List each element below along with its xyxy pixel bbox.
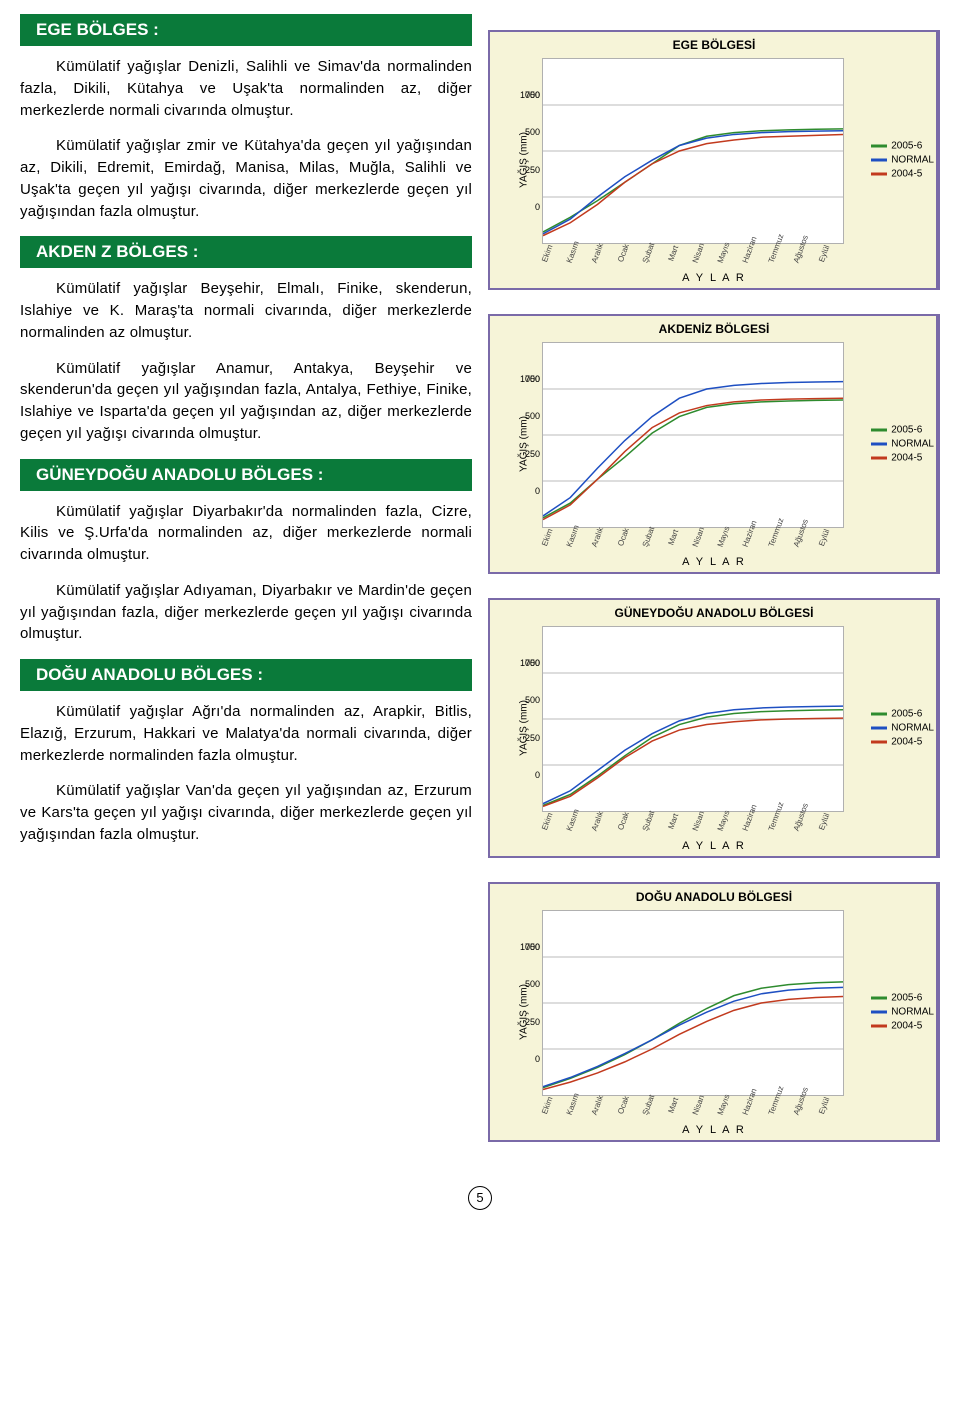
plot-area [542,342,844,528]
chart-dogu: DOĞU ANADOLU BÖLGESİYAĞIŞ (mm)A Y L A R0… [488,882,940,1142]
x-axis-label: A Y L A R [682,840,746,852]
legend-item: 2004-5 [871,1021,934,1032]
page-number: 5 [0,1186,960,1210]
plot-area [542,58,844,244]
section-heading-ege: EGE BÖLGES : [20,14,472,46]
paragraph: Kümülatif yağışlar Denizli, Salihli ve S… [20,56,472,121]
legend: 2005-6 NORMAL 2004-5 [871,138,934,183]
paragraph: Kümülatif yağışlar Ağrı'da normalinden a… [20,701,472,766]
section-heading-guneydogu: GÜNEYDOĞU ANADOLU BÖLGES : [20,459,472,491]
legend-item: 2004-5 [871,453,934,464]
y-ticks: 02505007501000 [514,910,540,1096]
paragraph: Kümülatif yağışlar Adıyaman, Diyarbakır … [20,580,472,645]
legend-item: NORMAL [871,1007,934,1018]
chart-title: AKDENİZ BÖLGESİ [659,322,770,336]
chart-title: GÜNEYDOĞU ANADOLU BÖLGESİ [615,606,814,620]
x-axis-label: A Y L A R [682,272,746,284]
y-ticks: 02505007501000 [514,58,540,244]
paragraph: Kümülatif yağışlar Anamur, Antakya, Beyş… [20,358,472,445]
chart-title: DOĞU ANADOLU BÖLGESİ [636,890,792,904]
x-axis-label: A Y L A R [682,556,746,568]
legend-item: NORMAL [871,439,934,450]
left-column: EGE BÖLGES : Kümülatif yağışlar Denizli,… [20,0,472,1166]
chart-akdeniz: AKDENİZ BÖLGESİYAĞIŞ (mm)A Y L A R025050… [488,314,940,574]
x-ticks: EkimKasımAralıkOcakŞubatMartNisanMayısHa… [542,1098,844,1120]
paragraph: Kümülatif yağışlar Van'da geçen yıl yağı… [20,780,472,845]
right-column: EGE BÖLGESİYAĞIŞ (mm)A Y L A R0250500750… [488,0,940,1166]
x-ticks: EkimKasımAralıkOcakŞubatMartNisanMayısHa… [542,246,844,268]
chart-ege: EGE BÖLGESİYAĞIŞ (mm)A Y L A R0250500750… [488,30,940,290]
legend-item: NORMAL [871,723,934,734]
plot-area [542,910,844,1096]
paragraph: Kümülatif yağışlar Beyşehir, Elmalı, Fin… [20,278,472,343]
legend-item: 2005-6 [871,993,934,1004]
legend: 2005-6 NORMAL 2004-5 [871,422,934,467]
legend-item: NORMAL [871,155,934,166]
page-number-value: 5 [468,1186,492,1210]
x-ticks: EkimKasımAralıkOcakŞubatMartNisanMayısHa… [542,530,844,552]
paragraph: Kümülatif yağışlar Diyarbakır'da normali… [20,501,472,566]
legend-item: 2004-5 [871,737,934,748]
x-axis-label: A Y L A R [682,1124,746,1136]
section-heading-dogu: DOĞU ANADOLU BÖLGES : [20,659,472,691]
chart-title: EGE BÖLGESİ [673,38,756,52]
x-ticks: EkimKasımAralıkOcakŞubatMartNisanMayısHa… [542,814,844,836]
legend-item: 2005-6 [871,709,934,720]
chart-guneydogu: GÜNEYDOĞU ANADOLU BÖLGESİYAĞIŞ (mm)A Y L… [488,598,940,858]
section-heading-akdeniz: AKDEN Z BÖLGES : [20,236,472,268]
legend: 2005-6 NORMAL 2004-5 [871,706,934,751]
paragraph: Kümülatif yağışlar zmir ve Kütahya'da ge… [20,135,472,222]
legend-item: 2005-6 [871,141,934,152]
legend-item: 2005-6 [871,425,934,436]
legend-item: 2004-5 [871,169,934,180]
plot-area [542,626,844,812]
y-ticks: 02505007501000 [514,626,540,812]
y-ticks: 02505007501000 [514,342,540,528]
legend: 2005-6 NORMAL 2004-5 [871,990,934,1035]
